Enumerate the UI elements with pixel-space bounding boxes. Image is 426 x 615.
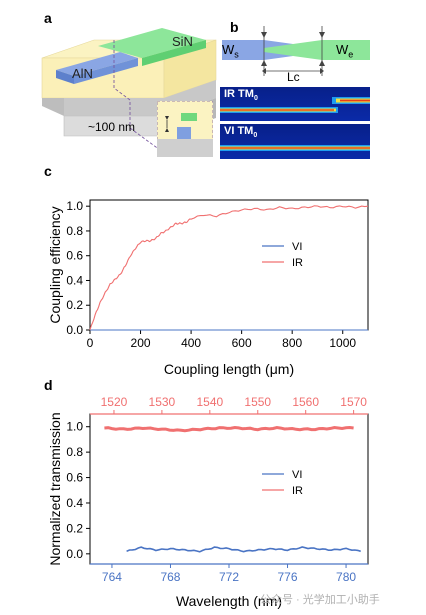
y-tick-label: 1.0 [66,199,83,213]
series-line-ir [89,205,369,331]
series-line-ir [104,425,354,433]
sin-label: SiN [172,34,193,49]
legend-label-vi: VI [292,469,302,481]
panel-b-label: b [230,19,239,35]
sin-waveguide-top [98,28,206,58]
taper-ir-waveguide [264,40,370,60]
x-tick-label: 800 [282,336,302,350]
legend-label-ir: IR [292,485,303,497]
x2-tick-label: 1560 [292,395,319,409]
y-axis-label: Normalized transmission [47,412,63,565]
x-tick-label: 776 [278,570,298,584]
x-tick-label: 1000 [329,336,356,350]
y-tick-label: 0.2 [66,521,83,535]
x-axis-label: Wavelength (nm) [176,593,282,609]
transmission-chart: 764 768 772 776 780 1520 1530 1540 1550 1560 1570 0… [47,395,369,609]
x-axis-label: Coupling length (μm) [164,361,294,377]
ws-label: Ws [222,42,239,60]
vi-mode-label: VI TM0 [224,125,258,140]
legend-label-ir: IR [292,257,303,269]
panel-d-label: d [44,377,53,393]
y-tick-label: 0.4 [66,496,83,510]
x-tick-label: 772 [219,570,239,584]
inset-aln [177,127,191,139]
y-tick-label: 0.0 [66,323,83,337]
aln-waveguide-front [56,70,74,84]
y-tick-label: 0.8 [66,445,83,459]
we-label: We [336,42,354,60]
y-tick-label: 0.8 [66,224,83,238]
x2-tick-label: 1520 [101,395,128,409]
coupling-efficiency-chart: 0 200 400 600 800 10000.00.20.40.60.81.0Coupl… [47,199,369,377]
x2-tick-label: 1540 [196,395,223,409]
y-tick-label: 0.0 [66,547,83,561]
aln-waveguide-top [56,52,138,76]
x-tick-label: 764 [102,570,122,584]
mode-field-maps [220,87,370,159]
x2-tick-label: 1550 [244,395,271,409]
gap-label: ~100 nm [88,120,136,134]
sin-waveguide-side [142,40,206,66]
vi-mode-map [220,124,370,159]
lc-label: Lc [287,70,300,84]
substrate-step [42,98,64,116]
ir-mode-label: IR TM0 [224,88,258,103]
watermark: 公众号 · 光学加工小助手 [260,594,380,606]
cut-plane-line [113,40,131,128]
plot-frame [89,413,369,565]
y-tick-label: 0.4 [66,273,83,287]
x-tick-label: 780 [336,570,356,584]
x-tick-label: 600 [232,336,252,350]
y-tick-label: 0.2 [66,298,83,312]
inset-sin [181,113,197,121]
y-tick-label: 1.0 [66,420,83,434]
panel-a-label: a [44,10,52,26]
legend-label-vi: VI [292,241,302,253]
x-tick-label: 768 [160,570,180,584]
y-tick-label: 0.6 [66,471,83,485]
x2-tick-label: 1570 [340,395,367,409]
plot-frame [89,199,369,331]
y-axis-label: Coupling efficiency [47,206,63,323]
taper-schematic [222,26,370,76]
x-tick-label: 0 [87,336,94,350]
panel-c-label: c [44,163,52,179]
series-line-vi [126,546,361,553]
y-tick-label: 0.6 [66,249,83,263]
x2-tick-label: 1530 [149,395,176,409]
x-tick-label: 400 [181,336,201,350]
cross-section-inset [157,101,213,157]
aln-label: AlN [72,66,93,81]
aln-waveguide-side [74,58,138,84]
inset-substrate [157,139,213,157]
x-tick-label: 200 [131,336,151,350]
